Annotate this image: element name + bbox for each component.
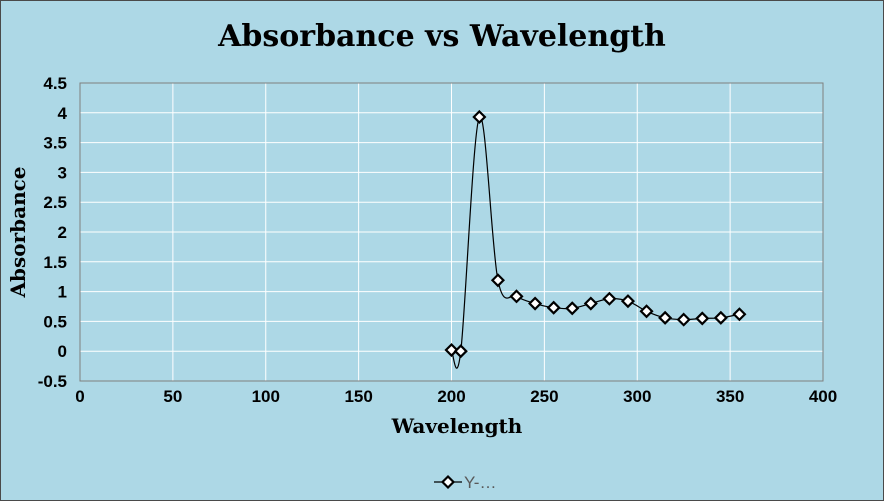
y-tick-label: 3 [58,163,67,182]
x-tick-label: 250 [530,387,558,406]
data-point-marker [472,109,487,125]
y-tick-label: 2.5 [43,193,67,212]
y-tick-label: 0 [58,342,67,361]
data-point-marker [713,310,728,325]
data-point-marker [490,273,505,288]
data-point-marker [676,312,691,327]
y-tick-label: 3.5 [43,134,67,153]
data-point-marker [658,310,673,325]
data-point-marker [444,342,459,358]
data-point-marker [620,294,636,309]
x-tick-label: 150 [344,387,372,406]
y-axis-ticks: 4.5 4 3.5 3 2.5 2 1.5 1 0.5 0 -0.5 [38,74,68,391]
legend[interactable]: Y-… [434,473,496,492]
x-axis-ticks: 0 50 100 150 200 250 300 350 400 [75,387,837,406]
y-tick-label: 4 [58,104,68,123]
data-point-marker [639,304,654,319]
series-layer [444,109,747,369]
x-tick-label: 300 [623,387,651,406]
data-point-marker [546,300,561,315]
data-point-marker [732,307,747,322]
legend-label: Y-… [464,473,496,492]
plot-area [79,82,824,382]
y-tick-label: 2 [58,223,67,242]
data-point-marker [583,296,598,311]
legend-marker-icon [440,474,456,490]
x-tick-label: 50 [163,387,182,406]
x-tick-label: 350 [716,387,744,406]
y-tick-label: 1 [58,283,67,302]
series-line [450,116,740,369]
data-point-marker [695,311,710,326]
data-point-marker [528,296,543,311]
y-axis-title: Absorbance [6,166,30,298]
data-point-marker [602,291,617,306]
x-tick-label: 200 [437,387,465,406]
x-tick-label: 400 [809,387,837,406]
data-point-marker [565,301,580,316]
data-point-marker [453,344,468,359]
x-axis-title: Wavelength [391,414,523,438]
chart-title: Absorbance vs Wavelength [217,19,666,54]
y-tick-label: 0.5 [43,312,67,331]
x-tick-label: 0 [75,387,84,406]
data-point-marker [509,289,524,304]
gridlines [79,82,824,382]
x-tick-label: 100 [252,387,280,406]
y-tick-label: 4.5 [43,74,67,93]
y-tick-label: -0.5 [38,372,67,391]
y-tick-label: 1.5 [43,253,67,272]
